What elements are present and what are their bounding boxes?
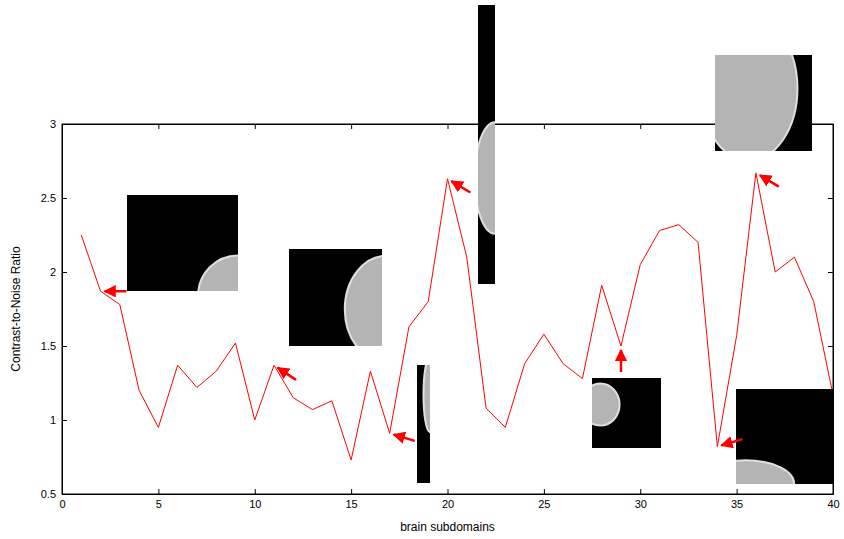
tick-label: 0.5 (41, 488, 56, 500)
inset-image (592, 378, 661, 448)
arrow (278, 368, 296, 380)
plot: 0 5 10 15 20 25 30 35 40 0.5 1 1.5 2 2.5 3 (41, 118, 840, 510)
tick-mark (351, 124, 352, 129)
tick-mark (158, 489, 159, 494)
tick-label: 20 (442, 498, 454, 510)
tick: 5 (156, 489, 162, 510)
tick-label: 2 (50, 266, 56, 278)
inset-image (715, 55, 812, 151)
y-axis-title: Contrast-to-Noise Ratio (9, 246, 23, 372)
data-line (81, 173, 833, 460)
inset-image (736, 389, 833, 484)
tick: 2.5 (41, 192, 67, 204)
inset-brain (198, 255, 238, 291)
tick: 25 (538, 489, 550, 510)
plot-frame (62, 124, 833, 494)
tick-label: 3 (50, 118, 56, 130)
arrow (721, 439, 742, 445)
tick (828, 346, 833, 347)
tick-mark (448, 124, 449, 129)
inset-brain (478, 122, 495, 234)
inset-brain (592, 384, 620, 426)
insets (105, 5, 833, 508)
arrow (394, 435, 415, 441)
tick-mark (737, 489, 738, 494)
tick (828, 198, 833, 199)
tick (640, 124, 641, 129)
chart: 0 5 10 15 20 25 30 35 40 0.5 1 1.5 2 2.5 3 brain subdom… (0, 0, 844, 539)
inset-brain (424, 365, 431, 432)
tick-mark (62, 346, 67, 347)
tick: 30 (635, 489, 647, 510)
tick: 2 (50, 266, 67, 278)
tick-mark (62, 420, 67, 421)
tick (158, 124, 159, 129)
tick-label: 2.5 (41, 192, 56, 204)
inset-brain (736, 460, 794, 484)
tick-label: 5 (156, 498, 162, 510)
tick: 1.5 (41, 340, 67, 352)
tick-mark (448, 489, 449, 494)
inset-image (478, 5, 495, 284)
tick-mark (351, 489, 352, 494)
tick: 35 (731, 489, 743, 510)
y-axis: 0.5 1 1.5 2 2.5 3 (41, 118, 67, 500)
inset-brain (345, 256, 382, 346)
tick-mark (828, 198, 833, 199)
arrow (760, 175, 779, 186)
tick-label: 1.5 (41, 340, 56, 352)
tick-label: 0 (59, 498, 65, 510)
tick-label: 25 (538, 498, 550, 510)
marks (81, 173, 833, 460)
tick: 15 (346, 489, 358, 510)
tick-label: 30 (635, 498, 647, 510)
plot-background (62, 124, 833, 494)
tick-mark (62, 272, 67, 273)
tick-mark (255, 124, 256, 129)
tick: 20 (442, 489, 454, 510)
tick (351, 124, 352, 129)
inset-image (289, 249, 382, 346)
tick-label: 40 (827, 498, 839, 510)
tick-mark (158, 124, 159, 129)
arrow (620, 350, 623, 372)
inset-image (127, 195, 238, 291)
tick-mark (828, 346, 833, 347)
tick-mark (255, 489, 256, 494)
tick-label: 10 (249, 498, 261, 510)
x-axis: 0 5 10 15 20 25 30 35 40 (59, 489, 839, 510)
tick (828, 272, 833, 273)
tick (448, 124, 449, 129)
tick (544, 124, 545, 129)
tick: 1 (50, 414, 67, 426)
tick-label: 15 (346, 498, 358, 510)
tick-mark (828, 272, 833, 273)
tick-mark (544, 124, 545, 129)
tick (255, 124, 256, 129)
tick-mark (62, 198, 67, 199)
arrow (105, 290, 127, 293)
tick-mark (640, 489, 641, 494)
inset-brain (715, 55, 797, 151)
tick-mark (544, 489, 545, 494)
arrow (452, 181, 471, 192)
tick-mark (640, 124, 641, 129)
x-axis-title: brain subdomains (400, 520, 495, 534)
inset-image (417, 365, 430, 483)
tick-label: 35 (731, 498, 743, 510)
tick: 10 (249, 489, 261, 510)
tick-label: 1 (50, 414, 56, 426)
